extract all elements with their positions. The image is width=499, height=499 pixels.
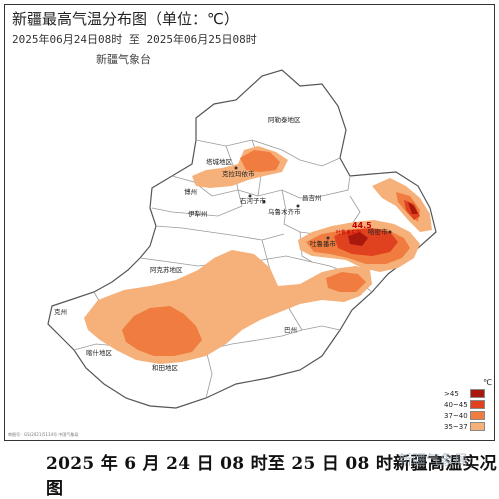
label-changji: 昌吉州 [302, 194, 322, 202]
legend-item: 37~40 [444, 410, 492, 421]
temperature-legend: ℃ >45 40~45 37~40 35~37 [444, 378, 492, 432]
label-bayingol: 巴州 [284, 326, 297, 334]
label-hami: 哈密市 [368, 227, 388, 236]
watermark: 新疆气象局 [398, 453, 468, 469]
urumqi-marker [262, 200, 266, 204]
legend-swatch-35-37 [470, 422, 485, 431]
legend-item: 35~37 [444, 421, 492, 432]
map-title: 新疆最高气温分布图（单位：℃） [12, 10, 239, 28]
shihezi-marker [248, 194, 252, 198]
label-tacheng: 塔城地区 [206, 157, 233, 166]
label-kizilsu: 克州 [54, 308, 67, 316]
label-bortala: 博州 [184, 187, 197, 196]
legend-item: >45 [444, 388, 492, 399]
city-markers [234, 166, 392, 240]
label-turpan: 吐鲁番市 [310, 239, 337, 248]
karamay-marker [234, 166, 238, 170]
label-hotan: 和田地区 [152, 363, 179, 372]
label-kashgar: 喀什地区 [86, 348, 113, 357]
label-aksu: 阿克苏地区 [150, 265, 183, 274]
turpan-marker [326, 236, 330, 240]
map-approval-footnote: 审图号：GS(2021)5134号 中国气象局 [8, 432, 79, 437]
date-range: 2025年06月24日08时 至 2025年06月25日08时 [12, 33, 257, 46]
legend-unit: ℃ [483, 378, 492, 387]
changji-marker [296, 204, 300, 208]
heat-zone-above-45 [348, 202, 418, 246]
label-ili: 伊犁州 [188, 209, 208, 218]
legend-item: 40~45 [444, 399, 492, 410]
max-temp-value: 44.5 [352, 221, 372, 230]
legend-item-label: >45 [444, 389, 459, 398]
legend-item-label: 40~45 [444, 400, 468, 409]
legend-swatch-40-45 [470, 400, 485, 409]
label-altay: 阿勒泰地区 [268, 115, 301, 124]
legend-swatch-above-45 [470, 389, 485, 398]
label-karamay: 克拉玛依市 [222, 169, 255, 178]
xinjiang-map: 阿勒泰地区 塔城地区 克拉玛依市 博州 石河子市 昌吉州 乌鲁木齐市 伊犁州 吐… [47, 69, 437, 409]
max-temp-station: 吐鲁番东坎 [336, 229, 361, 236]
agency-name: 新疆气象台 [96, 53, 151, 66]
legend-item-label: 35~37 [444, 422, 468, 431]
hami-marker [388, 230, 392, 234]
label-urumqi: 乌鲁木齐市 [268, 207, 301, 216]
legend-swatch-37-40 [470, 411, 485, 420]
legend-item-label: 37~40 [444, 411, 468, 420]
label-shihezi: 石河子市 [240, 196, 267, 205]
